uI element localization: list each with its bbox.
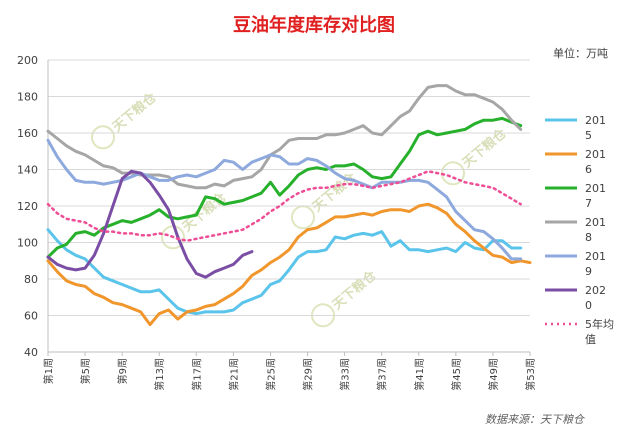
grid-lines — [48, 59, 530, 353]
unit-label: 单位：万吨 — [553, 46, 608, 60]
chart-title: 豆油年度库存对比图 — [233, 14, 395, 36]
legend-label-2020: 202 0 — [585, 284, 606, 312]
watermark-text: 天下粮仓 — [109, 89, 160, 135]
x-tick-label: 第49周 — [487, 358, 500, 391]
series-line-2018 — [46, 84, 523, 190]
legend-label-line: 201 — [585, 216, 606, 229]
legend-label-line: 201 — [585, 250, 606, 263]
x-tick-label: 第45周 — [450, 358, 463, 391]
series-layer — [46, 84, 532, 327]
series-line-2017 — [46, 116, 523, 259]
series-line-5年均值 — [46, 170, 522, 242]
x-tick-label: 第37周 — [376, 358, 389, 391]
watermark-text: 天下粮仓 — [459, 125, 510, 171]
legend-label-2017: 201 7 — [585, 182, 606, 210]
watermark-logo: 天下粮仓 — [311, 267, 380, 328]
legend-label-5年均值: 5年均值 — [585, 317, 614, 346]
y-tick-label: 180 — [17, 91, 38, 104]
source-note: 数据来源：天下粮仓 — [485, 413, 585, 426]
legend-label-line: 5 — [585, 129, 592, 142]
series-line-2016 — [46, 202, 532, 327]
x-tick-label: 第21周 — [227, 358, 240, 391]
x-tick-label: 第9周 — [116, 358, 129, 384]
legend-label-line: 201 — [585, 182, 606, 195]
series-line-2015 — [46, 228, 523, 316]
x-tick-label: 第1周 — [42, 358, 55, 384]
watermark-circle — [291, 205, 316, 230]
x-tick-label: 第25周 — [264, 358, 277, 391]
legend-label-line: 5年均 — [585, 317, 614, 331]
legend-label-line: 201 — [585, 114, 606, 127]
legend-label-line: 6 — [585, 163, 592, 176]
x-tick-label: 第5周 — [79, 358, 92, 384]
y-tick-label: 200 — [17, 54, 38, 67]
y-tick-label: 100 — [17, 237, 38, 250]
x-tick-label: 第29周 — [302, 358, 315, 391]
axes: 40 60 80 100 120 140 160 180 200 第1周 第5周 第9周 第13周 第17… — [17, 54, 537, 391]
y-tick-label: 60 — [24, 310, 38, 323]
legend-label-2015: 201 5 — [585, 114, 606, 142]
y-tick-label: 120 — [17, 200, 38, 213]
legend-label-line: 201 — [585, 148, 606, 161]
legend-label-line: 9 — [585, 265, 592, 278]
y-tick-label: 140 — [17, 164, 38, 177]
watermark-text: 天下粮仓 — [329, 267, 380, 313]
watermark-logo: 天下粮仓 — [91, 89, 160, 150]
y-tick-label: 160 — [17, 127, 38, 140]
x-tick-label: 第13周 — [153, 358, 166, 391]
legend-label-line: 值 — [585, 333, 596, 346]
legend-label-2016: 201 6 — [585, 148, 606, 176]
series-line-2019 — [46, 138, 523, 261]
legend-label-2019: 201 9 — [585, 250, 606, 278]
legend-label-line: 8 — [585, 231, 592, 244]
watermark-circle — [441, 161, 466, 186]
y-tick-label: 80 — [24, 273, 38, 286]
watermark-circle — [311, 303, 336, 328]
y-tick-label: 40 — [24, 346, 38, 359]
legend-label-2018: 201 8 — [585, 216, 606, 244]
legend-label-line: 202 — [585, 284, 606, 297]
x-tick-label: 第33周 — [339, 358, 352, 391]
series-line-2020 — [46, 169, 254, 279]
legend-label-line: 7 — [585, 197, 592, 210]
watermark-text: 天下粮仓 — [309, 169, 360, 215]
x-tick-label: 第41周 — [413, 358, 426, 391]
legend-label-line: 0 — [585, 299, 592, 312]
x-tick-label: 第53周 — [524, 358, 537, 391]
watermark-circle — [91, 125, 116, 150]
x-tick-label: 第17周 — [190, 358, 203, 391]
